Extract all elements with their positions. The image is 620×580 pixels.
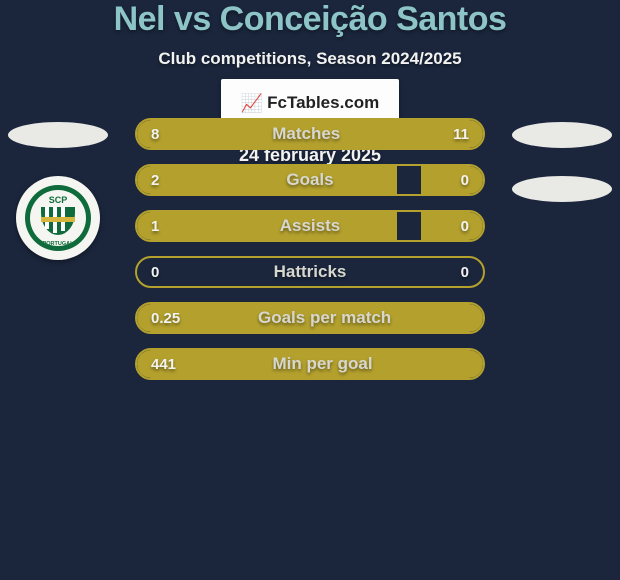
stat-bar: 441Min per goal: [135, 348, 485, 380]
stat-value-left: 2: [151, 172, 159, 189]
stat-value-right: 11: [453, 126, 469, 143]
stat-value-left: 1: [151, 218, 159, 235]
club-badge-placeholder: [512, 176, 612, 202]
right-player-column: [512, 122, 612, 202]
stat-value-left: 8: [151, 126, 159, 143]
player-photo-placeholder: [512, 122, 612, 148]
stat-value-left: 441: [151, 356, 176, 373]
scp-badge-icon: SCP PORTUGAL: [23, 183, 93, 253]
branding-text: FcTables.com: [267, 93, 379, 113]
page-title: Nel vs Conceição Santos: [0, 0, 620, 39]
left-player-column: SCP PORTUGAL: [8, 122, 108, 260]
stat-value-right: 0: [461, 264, 469, 281]
stat-bar: 0.25Goals per match: [135, 302, 485, 334]
stat-metric-label: Goals: [159, 170, 460, 190]
stat-value-right: 0: [461, 218, 469, 235]
svg-text:SCP: SCP: [49, 195, 68, 205]
stat-value-left: 0: [151, 264, 159, 281]
stat-metric-label: Min per goal: [176, 354, 469, 374]
stat-bar: 2Goals0: [135, 164, 485, 196]
club-badge-left: SCP PORTUGAL: [16, 176, 100, 260]
stat-value-left: 0.25: [151, 310, 180, 327]
svg-text:PORTUGAL: PORTUGAL: [43, 241, 75, 247]
stat-metric-label: Assists: [159, 216, 460, 236]
stat-metric-label: Hattricks: [159, 262, 460, 282]
chart-icon: 📈: [241, 93, 263, 114]
stat-metric-label: Matches: [159, 124, 453, 144]
stat-value-right: 0: [461, 172, 469, 189]
player-photo-placeholder: [8, 122, 108, 148]
stat-metric-label: Goals per match: [180, 308, 469, 328]
stat-bar: 0Hattricks0: [135, 256, 485, 288]
subtitle: Club competitions, Season 2024/2025: [0, 49, 620, 69]
comparison-bars: 8Matches112Goals01Assists00Hattricks00.2…: [135, 118, 485, 380]
stat-bar: 8Matches11: [135, 118, 485, 150]
stat-bar: 1Assists0: [135, 210, 485, 242]
